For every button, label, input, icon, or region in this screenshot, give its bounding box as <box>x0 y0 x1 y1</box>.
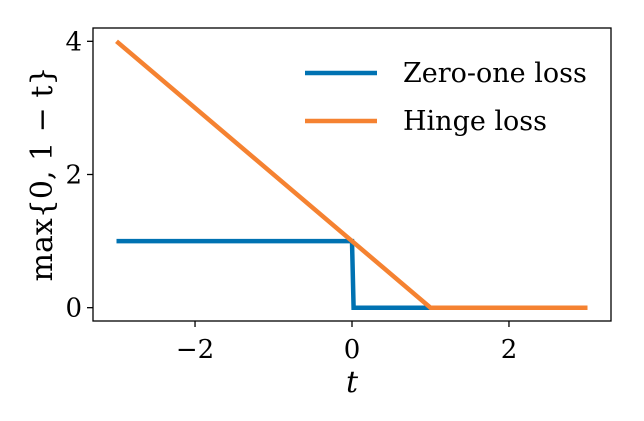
y-tick-label: 0 <box>65 294 82 324</box>
ticks-layer: −2 0 2 0 2 4 <box>65 27 517 365</box>
legend-label-hinge: Hinge loss <box>403 106 547 137</box>
x-axis-label: t <box>346 365 359 400</box>
legend-label-zero-one: Zero-one loss <box>403 58 587 89</box>
y-tick-label: 4 <box>65 27 82 57</box>
series-layer <box>115 39 588 310</box>
y-axis-label: max{0, 1 − t} <box>25 67 60 282</box>
series-line-zero-one-loss <box>116 238 588 310</box>
x-tick-label: 2 <box>501 335 518 365</box>
x-tick-label: 0 <box>344 335 361 365</box>
series-line-hinge-loss <box>115 39 588 310</box>
legend: Zero-one loss Hinge loss <box>305 58 587 137</box>
y-tick-label: 2 <box>65 161 82 191</box>
x-tick-label: −2 <box>176 335 214 365</box>
